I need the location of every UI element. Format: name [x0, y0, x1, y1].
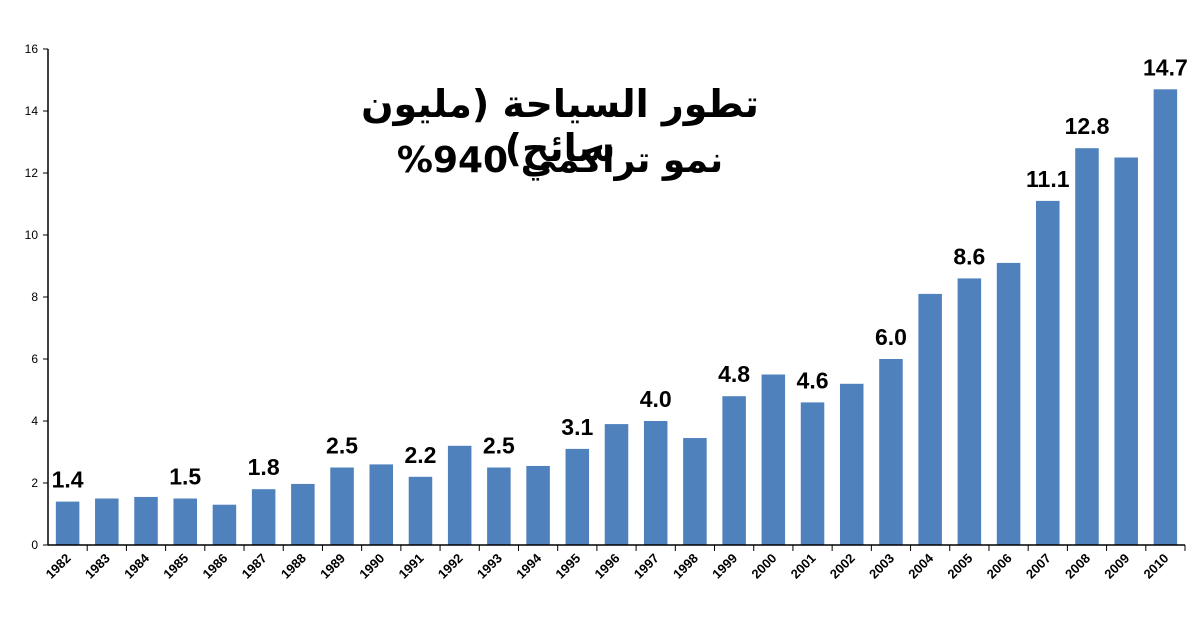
y-tick-label: 0: [31, 538, 38, 552]
bar-2009: [1114, 157, 1138, 545]
data-label-1995: 3.1: [561, 414, 593, 440]
y-tick-label: 12: [25, 166, 39, 180]
x-tick-label-1985: 1985: [160, 551, 191, 582]
data-label-1985: 1.5: [169, 464, 201, 490]
x-tick-label-1982: 1982: [43, 551, 74, 582]
y-tick-label: 2: [31, 476, 38, 490]
x-tick-label-1987: 1987: [239, 551, 270, 582]
x-tick-label-2004: 2004: [905, 550, 937, 582]
x-tick-label-1997: 1997: [631, 551, 662, 582]
bar-2006: [996, 262, 1021, 545]
x-tick-label-1989: 1989: [317, 551, 348, 582]
bar-1993: [487, 467, 511, 545]
data-label-2001: 4.6: [797, 367, 829, 393]
x-tick-label-1991: 1991: [396, 551, 427, 582]
bar-2010: [1153, 89, 1178, 546]
x-tick-label-1993: 1993: [474, 551, 505, 582]
bars: [55, 89, 1178, 546]
bar-2008: [1075, 148, 1099, 545]
data-label-1991: 2.2: [404, 442, 436, 468]
bar-2002: [839, 383, 864, 545]
x-tick-label-1999: 1999: [709, 551, 740, 582]
x-tick-label-1994: 1994: [513, 550, 545, 582]
y-tick-label: 6: [31, 352, 38, 366]
x-tick-label-2005: 2005: [944, 551, 975, 582]
bar-2000: [761, 374, 786, 545]
bar-1987: [251, 489, 276, 545]
bar-1982: [55, 501, 80, 545]
x-tick-label-1986: 1986: [199, 551, 230, 582]
x-tick-label-2002: 2002: [827, 551, 858, 582]
y-tick-label: 14: [25, 104, 39, 118]
x-tick-label-1992: 1992: [435, 551, 466, 582]
x-tick-label-2001: 2001: [788, 551, 819, 582]
x-tick-label-2006: 2006: [984, 551, 1015, 582]
x-tick-label-1983: 1983: [82, 551, 113, 582]
x-tick-label-1988: 1988: [278, 551, 309, 582]
x-tick-label-1998: 1998: [670, 551, 701, 582]
bar-1991: [408, 476, 433, 545]
bar-1986: [212, 504, 237, 545]
data-label-2010: 14.7: [1143, 54, 1188, 80]
bar-1984: [134, 496, 158, 545]
x-tick-label-2003: 2003: [866, 551, 897, 582]
data-label-1997: 4.0: [640, 386, 672, 412]
x-tick-label-2008: 2008: [1062, 551, 1093, 582]
data-label-2003: 6.0: [875, 324, 907, 350]
bar-2005: [957, 278, 982, 545]
bar-1985: [173, 498, 197, 545]
bar-1996: [604, 424, 629, 545]
bar-1992: [447, 445, 472, 545]
bar-1999: [722, 396, 746, 545]
data-label-1993: 2.5: [483, 433, 515, 459]
bar-1997: [643, 421, 668, 545]
bar-1995: [565, 448, 590, 545]
x-tick-label-1995: 1995: [552, 551, 583, 582]
x-tick-label-2009: 2009: [1101, 551, 1132, 582]
data-label-2007: 11.1: [1026, 166, 1070, 192]
data-label-1989: 2.5: [326, 433, 358, 459]
x-tick-label-2000: 2000: [748, 551, 779, 582]
bar-2007: [1036, 200, 1060, 545]
x-tick-label-1984: 1984: [121, 550, 153, 582]
data-label-1987: 1.8: [248, 454, 280, 480]
bar-1988: [291, 483, 315, 545]
bar-1990: [369, 464, 394, 545]
y-tick-label: 16: [25, 42, 39, 56]
bar-1994: [526, 465, 550, 545]
x-tick-label-2007: 2007: [1023, 551, 1054, 582]
data-label-1982: 1.4: [52, 467, 84, 493]
y-tick-label: 4: [31, 414, 38, 428]
x-tick-label-1990: 1990: [356, 551, 387, 582]
x-tick-label-2010: 2010: [1140, 551, 1171, 582]
chart-title: تطور السياحة (مليون سائح): [361, 82, 759, 170]
x-axis: 1982 1983 1984 1985 1986 1987 1988 1989 1990 1991…: [43, 544, 1186, 582]
bar-2003: [879, 359, 903, 545]
x-tick-label-1996: 1996: [592, 551, 623, 582]
data-labels: 1.4 1.5 1.8 2.5 2.2 2.5 3.1 4.0 4.8 4.6 6.0 8.6 11.1…: [52, 54, 1188, 492]
chart-subtitle: نمو تراكمي 940%: [396, 140, 724, 181]
bar-2004: [918, 293, 942, 545]
y-axis: 0 2 4 6 8 10 12 14 16: [25, 42, 49, 552]
bar-1983: [95, 498, 119, 545]
data-label-2005: 8.6: [953, 243, 985, 269]
bar-2001: [800, 402, 825, 545]
bar-1998: [683, 438, 707, 545]
data-label-1999: 4.8: [718, 361, 750, 387]
bar-1989: [330, 467, 354, 545]
data-label-2008: 12.8: [1065, 113, 1110, 139]
y-tick-label: 10: [25, 228, 39, 242]
y-tick-label: 8: [31, 290, 38, 304]
